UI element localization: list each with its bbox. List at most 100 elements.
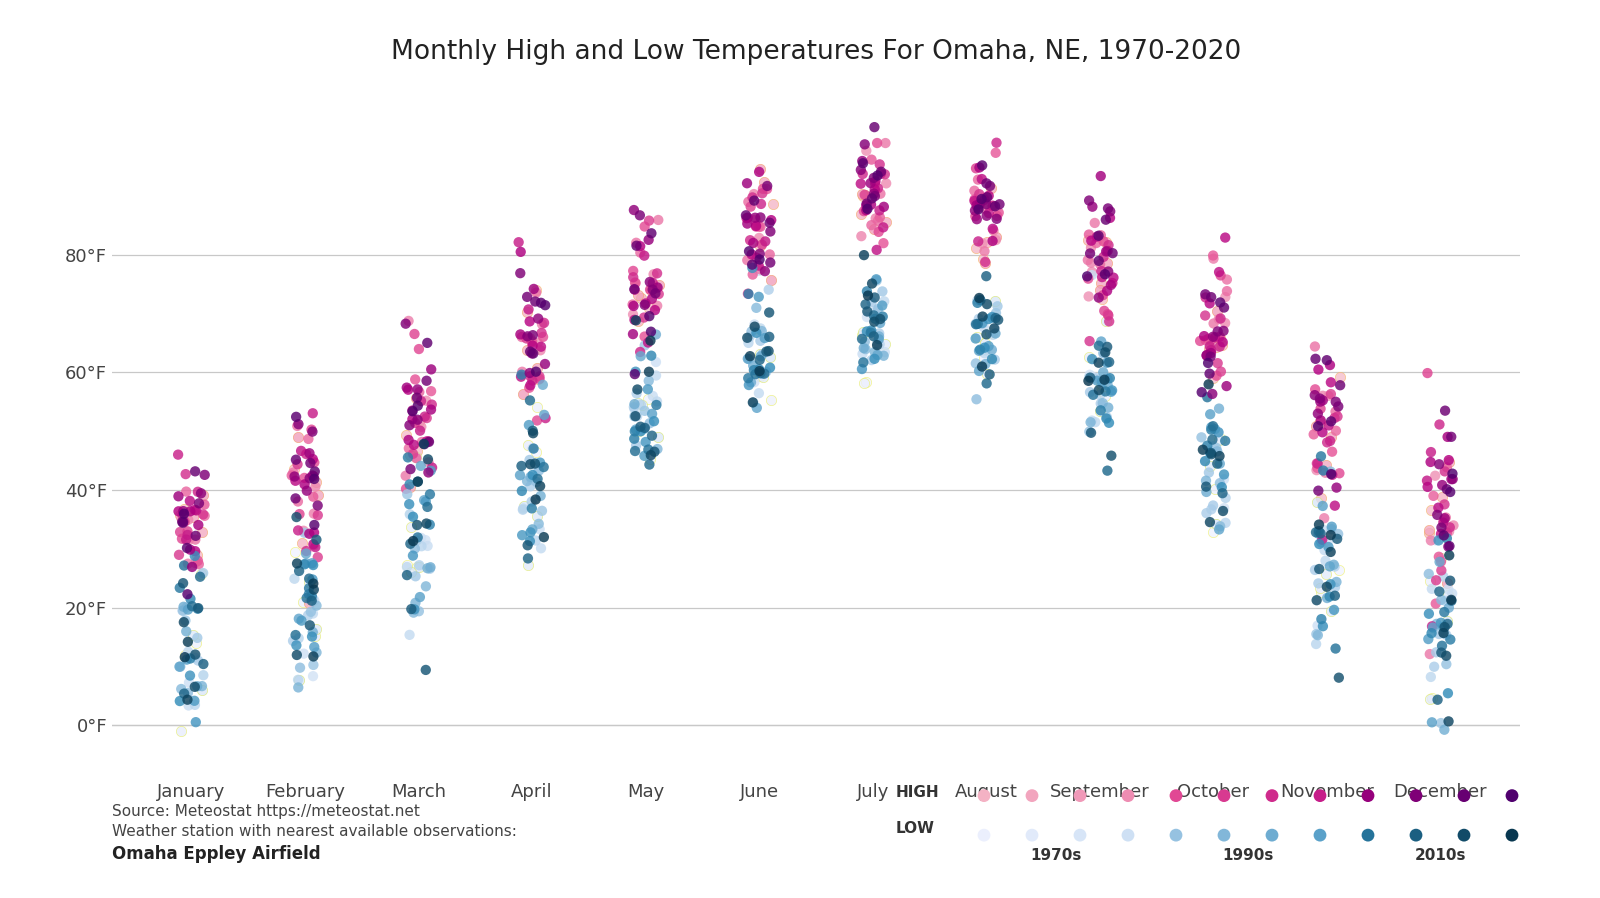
Point — [757, 247, 782, 261]
Point — [1432, 626, 1458, 640]
Point — [1211, 323, 1237, 338]
Point — [301, 489, 326, 504]
Point — [1414, 480, 1440, 494]
Point — [963, 317, 989, 331]
Point — [403, 595, 429, 610]
Point — [966, 161, 992, 175]
Point — [1195, 390, 1221, 404]
Point — [520, 339, 546, 353]
Point — [1208, 365, 1234, 379]
Point — [643, 355, 669, 369]
Point — [408, 539, 434, 553]
Point — [758, 273, 784, 287]
Point — [859, 218, 885, 233]
Point — [970, 310, 995, 324]
Point — [181, 629, 206, 643]
Point — [1088, 334, 1114, 348]
Point — [394, 381, 419, 395]
Point — [621, 432, 646, 446]
Point — [1307, 414, 1333, 428]
Point — [746, 362, 771, 376]
Point — [1429, 716, 1454, 730]
Point — [851, 335, 877, 349]
Point — [413, 533, 438, 547]
Point — [171, 504, 197, 518]
Point — [394, 558, 419, 572]
Point — [976, 189, 1002, 203]
Point — [395, 450, 421, 464]
Point — [174, 653, 200, 667]
Point — [397, 628, 422, 642]
Point — [416, 455, 442, 470]
Point — [1085, 374, 1110, 388]
Point — [523, 533, 549, 548]
Point — [1429, 638, 1454, 653]
Point — [400, 446, 426, 461]
Point — [861, 221, 886, 235]
Point — [624, 383, 650, 397]
Point — [966, 344, 992, 358]
Point — [171, 650, 197, 665]
Point — [182, 549, 208, 563]
Point — [1077, 367, 1102, 382]
Point — [1309, 612, 1334, 626]
Point — [862, 176, 888, 190]
Point — [520, 374, 546, 388]
Point — [182, 715, 208, 729]
Point — [1437, 485, 1462, 499]
Point — [854, 202, 880, 216]
Point — [1437, 548, 1462, 562]
Point — [525, 360, 550, 374]
Point — [736, 195, 762, 209]
Point — [1090, 374, 1115, 389]
Point — [1082, 216, 1107, 230]
Point — [861, 314, 886, 329]
Point — [192, 508, 218, 523]
Point — [850, 154, 875, 168]
Point — [1304, 456, 1330, 471]
Point — [982, 199, 1008, 214]
Point — [1318, 577, 1344, 592]
Point — [176, 675, 202, 690]
Point — [1213, 434, 1238, 448]
Point — [301, 471, 326, 486]
Point — [752, 366, 778, 381]
Point — [1435, 617, 1461, 631]
Point — [166, 489, 192, 504]
Point — [624, 235, 650, 250]
Point — [1306, 419, 1331, 434]
Point — [171, 559, 197, 573]
Point — [637, 309, 662, 323]
Point — [1355, 788, 1381, 803]
Point — [1096, 264, 1122, 278]
Point — [1078, 268, 1104, 282]
Point — [738, 375, 763, 390]
Point — [293, 556, 318, 570]
Point — [507, 468, 533, 482]
Point — [514, 290, 539, 304]
Point — [970, 158, 995, 172]
Point — [1432, 620, 1458, 634]
Point — [298, 604, 323, 619]
Point — [1318, 545, 1344, 559]
Point — [1426, 627, 1451, 641]
Point — [984, 299, 1010, 313]
Point — [531, 530, 557, 544]
Point — [419, 362, 445, 376]
Point — [299, 589, 325, 603]
Point — [973, 255, 998, 269]
Point — [168, 659, 194, 674]
Point — [405, 391, 430, 405]
Point — [638, 448, 664, 462]
Point — [1310, 498, 1336, 513]
Point — [402, 603, 427, 617]
Point — [184, 503, 210, 517]
Point — [1163, 788, 1189, 803]
Point — [1304, 593, 1330, 607]
Point — [523, 365, 549, 379]
Point — [621, 327, 646, 341]
Point — [182, 693, 208, 708]
Point — [984, 212, 1010, 226]
Point — [632, 422, 658, 436]
Title: Monthly High and Low Temperatures For Omaha, NE, 1970-2020: Monthly High and Low Temperatures For Om… — [390, 40, 1242, 66]
